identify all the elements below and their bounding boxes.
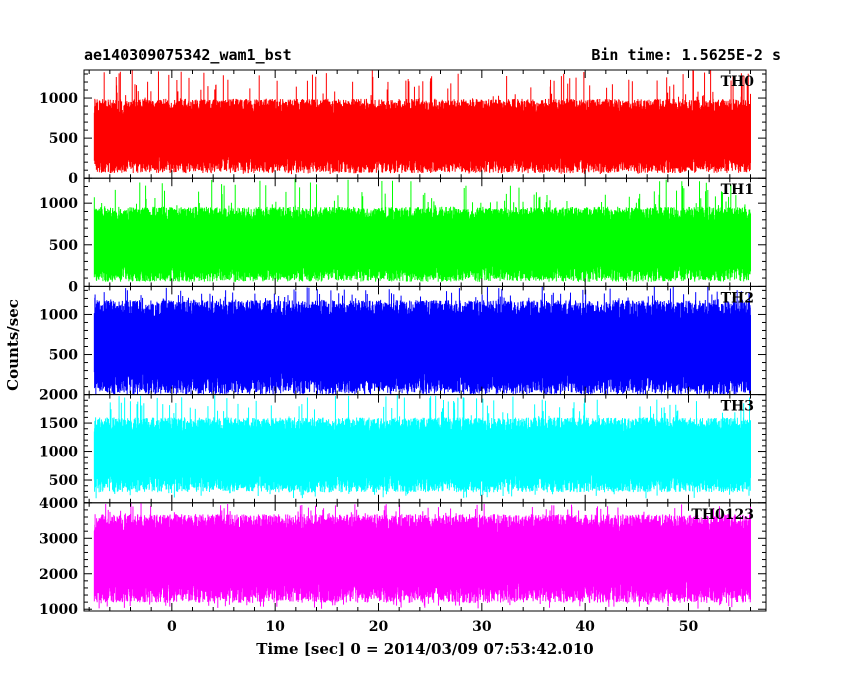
x-tick-label: 0 (167, 619, 177, 635)
panel-th0123: 1000 2000 3000 4000 TH0123 (39, 496, 767, 618)
series-label-th1: TH1 (721, 182, 754, 198)
y-tick-label: 0 (68, 279, 78, 295)
series-th0 (93, 70, 751, 175)
panels: 05001000TH005001000TH15001000TH250010001… (39, 69, 767, 635)
x-tick-label: 50 (679, 619, 699, 635)
y-axis-title: Counts/sec (4, 299, 22, 391)
y-tick-label: 3000 (39, 531, 78, 547)
panel-th0: 0 500 1000 TH0 (39, 69, 767, 187)
x-tick-label: 10 (265, 619, 285, 635)
y-tick-label: 1000 (39, 91, 78, 107)
series-th0123 (93, 502, 751, 609)
x-tick-label: 20 (369, 619, 389, 635)
y-tick-label: 1500 (39, 416, 78, 432)
panel-th3: 500 1000 1500 2000 TH3 (39, 388, 767, 504)
chart-title: ae140309075342_wam1_bst (84, 46, 292, 64)
y-tick-label: 1000 (39, 196, 78, 212)
x-tick-label: 40 (575, 619, 595, 635)
y-tick-label: 2000 (39, 567, 78, 583)
series-th3 (93, 394, 751, 499)
series-th1 (93, 179, 751, 282)
y-tick-label: 1000 (39, 307, 78, 323)
panel-th1: 0 500 1000 TH1 (39, 177, 767, 295)
panel-th2: 500 1000 TH2 (39, 285, 767, 396)
series-th2 (93, 286, 751, 395)
y-tick-label: 500 (49, 131, 78, 147)
y-tick-label: 500 (49, 348, 78, 364)
panel-frame (83, 502, 767, 612)
x-axis-title: Time [sec] 0 = 2014/03/09 07:53:42.010 (256, 640, 593, 658)
bin-time-label: Bin time: 1.5625E-2 s (591, 46, 781, 64)
y-tick-label: 0 (68, 171, 78, 187)
y-tick-label: 4000 (39, 496, 78, 512)
series-label-th0123: TH0123 (691, 507, 754, 523)
series-label-th0: TH0 (721, 74, 755, 90)
x-tick-label: 30 (472, 619, 492, 635)
y-tick-label: 1000 (39, 602, 78, 618)
y-tick-label: 2000 (39, 388, 78, 404)
series-label-th3: TH3 (721, 399, 754, 415)
y-tick-label: 500 (49, 473, 78, 489)
y-tick-label: 1000 (39, 445, 78, 461)
series-label-th2: TH2 (721, 290, 754, 306)
y-tick-label: 500 (49, 238, 78, 254)
